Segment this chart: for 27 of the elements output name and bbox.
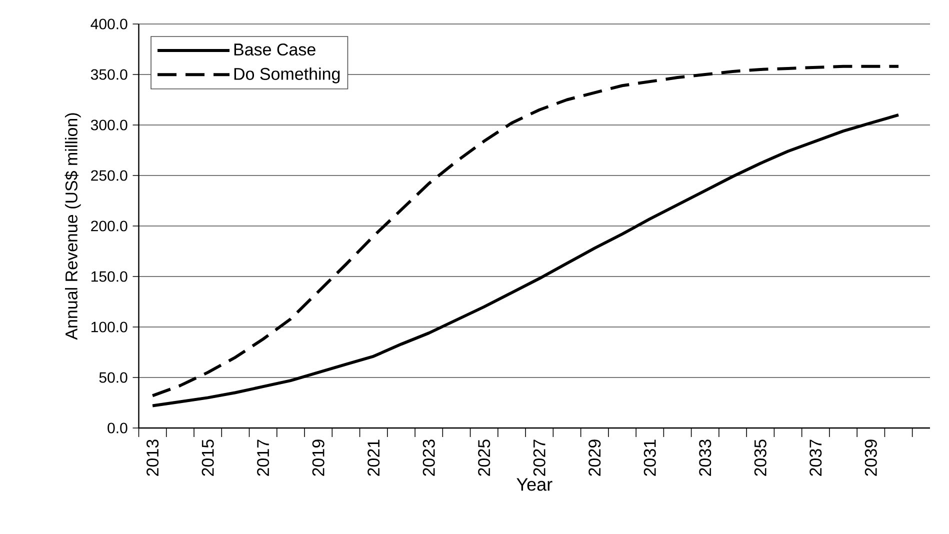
y-tick-label: 400.0 — [90, 18, 128, 30]
y-tick-label: 300.0 — [90, 120, 128, 130]
y-tick-label: 350.0 — [90, 69, 128, 80]
x-tick-label: 2037 — [810, 440, 822, 476]
x-tick-label: 2015 — [202, 440, 214, 476]
x-tick-label: 2019 — [312, 440, 324, 476]
x-tick-label: 2013 — [146, 440, 159, 476]
x-tick-label: 2023 — [422, 440, 435, 476]
legend-label: Base Case — [234, 44, 316, 56]
y-axis-title: Annual Revenue (US$ million) — [64, 113, 81, 340]
y-tick-label: 100.0 — [91, 322, 128, 332]
x-tick-label: 2029 — [588, 440, 601, 476]
y-tick-label: 250.0 — [91, 170, 128, 181]
x-tick-label: 2021 — [368, 440, 380, 476]
y-tick-label: 0.0 — [108, 422, 128, 434]
x-axis-title: Year — [516, 478, 552, 491]
y-tick-label: 200.0 — [91, 220, 128, 232]
x-tick-label: 2027 — [533, 440, 546, 476]
legend-label: Do Something — [234, 67, 340, 84]
y-tick-label: 150.0 — [91, 271, 128, 282]
x-tick-label: 2025 — [478, 440, 490, 476]
x-tick-label: 2035 — [754, 440, 766, 476]
x-tick-label: 2031 — [644, 440, 656, 476]
x-tick-label: 2017 — [257, 440, 270, 476]
y-tick-label: 50.0 — [99, 372, 128, 383]
x-tick-label: 2033 — [699, 440, 712, 476]
x-tick-label: 2039 — [864, 440, 877, 476]
